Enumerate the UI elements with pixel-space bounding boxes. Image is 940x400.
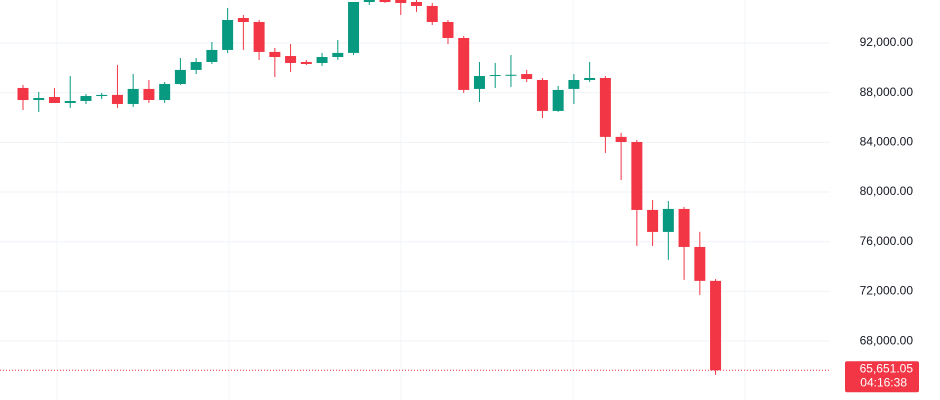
candle-body xyxy=(647,209,659,232)
candle-body xyxy=(253,21,265,52)
candle-body xyxy=(127,88,139,104)
candle-body xyxy=(332,52,344,58)
candle-body xyxy=(111,94,123,104)
y-tick-label: 68,000.00 xyxy=(860,333,914,347)
candle-body xyxy=(190,61,202,70)
candle-body xyxy=(678,208,690,247)
candle-body xyxy=(222,20,234,50)
last-price-label: 65,651.05 xyxy=(860,361,914,375)
candle-body xyxy=(473,76,485,89)
candle-body xyxy=(505,74,517,76)
candle-body xyxy=(568,80,580,89)
candle-body xyxy=(300,61,312,64)
candle-body xyxy=(694,246,706,281)
candle-body xyxy=(96,94,108,97)
candle-body xyxy=(662,208,674,232)
candle-body xyxy=(363,0,375,2)
candle-body xyxy=(316,57,328,63)
countdown-label: 04:16:38 xyxy=(860,375,907,389)
candle-body xyxy=(521,74,533,80)
candle-body xyxy=(285,56,297,63)
candle-body xyxy=(615,136,627,142)
last-price-box xyxy=(845,361,919,393)
y-tick-label: 88,000.00 xyxy=(860,85,914,99)
candle-body xyxy=(379,0,391,2)
candle-body xyxy=(395,0,407,3)
candle-body xyxy=(458,38,470,90)
candle-body xyxy=(206,49,218,62)
candle-body xyxy=(64,100,76,103)
candle-body xyxy=(143,88,155,100)
candles xyxy=(0,0,830,375)
candle-body xyxy=(631,141,643,210)
y-tick-label: 80,000.00 xyxy=(860,184,914,198)
candle-body xyxy=(710,280,722,371)
candle-body xyxy=(33,98,45,100)
candle-body xyxy=(269,51,281,58)
candle-body xyxy=(489,75,501,77)
price-axis: 68,000.00 72,000.00 76,000.00 80,000.00 84,0… xyxy=(845,35,919,393)
y-tick-label: 92,000.00 xyxy=(860,35,914,49)
candle-body xyxy=(536,80,548,111)
candle-body xyxy=(80,96,92,101)
candle-body xyxy=(552,89,564,111)
candle-body xyxy=(411,1,422,6)
candle-body xyxy=(426,5,438,22)
candle-body xyxy=(348,1,360,53)
y-tick-label: 84,000.00 xyxy=(860,135,914,149)
candle-body xyxy=(442,21,454,39)
candle-body xyxy=(584,78,596,80)
candle-body xyxy=(599,78,611,137)
y-tick-label: 76,000.00 xyxy=(860,234,914,248)
y-tick-label: 72,000.00 xyxy=(860,284,914,298)
candle-body xyxy=(17,87,29,100)
candle-body xyxy=(237,18,249,22)
candle-body xyxy=(174,69,186,84)
candle-body xyxy=(48,97,60,103)
candle-body xyxy=(159,83,171,100)
